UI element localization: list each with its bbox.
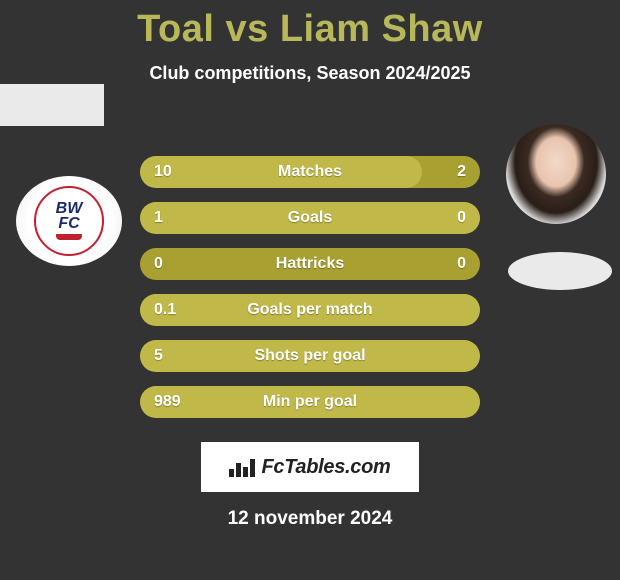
stat-value-left: 0 — [154, 255, 163, 273]
stat-value-right: 2 — [457, 163, 466, 181]
stat-value-right: 0 — [457, 209, 466, 227]
stat-value-left: 1 — [154, 209, 163, 227]
stat-row: 0.1 Goals per match — [140, 294, 480, 326]
stat-label: Hattricks — [276, 255, 344, 273]
stats-column: 10 Matches 2 1 Goals 0 0 Hattricks 0 0.1 Goals per… — [140, 156, 480, 418]
player-right-avatar — [506, 124, 606, 224]
stat-row: 5 Shots per goal — [140, 340, 480, 372]
stat-value-left: 10 — [154, 163, 172, 181]
brand-text: FcTables.com — [261, 456, 390, 479]
stat-value-right: 0 — [457, 255, 466, 273]
stat-label: Shots per goal — [254, 347, 365, 365]
date-label: 12 november 2024 — [0, 508, 620, 530]
club-badge-icon: BW FC — [34, 186, 104, 256]
club-badge-text2: FC — [58, 217, 79, 231]
brand-chart-icon — [229, 457, 255, 477]
stat-value-left: 989 — [154, 393, 181, 411]
stat-row: 1 Goals 0 — [140, 202, 480, 234]
stat-label: Matches — [278, 163, 342, 181]
stat-value-left: 0.1 — [154, 301, 176, 319]
brand-box[interactable]: FcTables.com — [201, 442, 419, 492]
stat-label: Goals per match — [247, 301, 372, 319]
player-left-club-badge: BW FC — [16, 176, 122, 266]
player-left-avatar-placeholder — [0, 84, 104, 126]
stat-row: 10 Matches 2 — [140, 156, 480, 188]
player-right-club-placeholder — [508, 252, 612, 290]
stat-label: Goals — [288, 209, 332, 227]
stat-row: 989 Min per goal — [140, 386, 480, 418]
club-badge-ribbon-icon — [56, 234, 82, 240]
subtitle: Club competitions, Season 2024/2025 — [0, 63, 620, 84]
stat-row: 0 Hattricks 0 — [140, 248, 480, 280]
stat-label: Min per goal — [263, 393, 357, 411]
page-title: Toal vs Liam Shaw — [0, 0, 620, 51]
stat-value-left: 5 — [154, 347, 163, 365]
